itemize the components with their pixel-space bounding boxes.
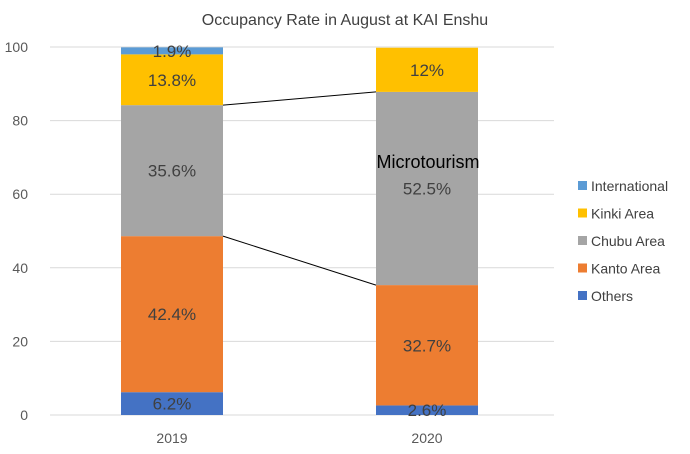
legend-label: Kinki Area [591,206,654,222]
y-tick-label: 40 [12,260,28,276]
data-label: 35.6% [148,162,196,181]
y-tick-label: 20 [12,333,28,349]
x-tick-label: 2019 [156,430,187,446]
data-labels: 6.2% 42.4% 35.6% 13.8% 1.9% 2.6% 32.7% 52.5% 12% [148,42,451,420]
legend-label: International [591,178,668,194]
data-label: 42.4% [148,305,196,324]
bar-segment-international [121,47,223,55]
legend-swatch [578,208,587,218]
legend-swatch [578,263,587,273]
bar-segment-chubu-area [121,105,223,237]
y-axis-ticks: 0 20 40 60 80 100 [5,39,29,423]
data-label: 52.5% [403,179,451,198]
bars [121,47,478,415]
annotation-microtourism: Microtourism [376,152,479,172]
y-tick-label: 100 [5,39,29,55]
legend-label: Kanto Area [591,261,660,277]
data-label: 6.2% [153,395,192,414]
legend-swatch [578,181,587,190]
bar-segment-kanto-area [121,236,223,393]
bar-segment-kanto-area [376,285,478,406]
data-label: 2.6% [408,401,447,420]
connector-line-top [222,91,377,106]
y-tick-label: 0 [20,407,28,423]
data-label: 32.7% [403,336,451,355]
bar-segment-chubu-area [376,91,478,286]
chart-title: Occupancy Rate in August at KAI Enshu [202,12,488,29]
data-label: 12% [410,61,444,80]
legend-swatch [578,291,587,300]
bar-segment-others [121,392,223,415]
bar-segment-kinki-area [376,47,478,92]
y-tick-label: 80 [12,113,28,129]
legend-label: Others [591,288,633,304]
data-label: 13.8% [148,71,196,90]
connector-lines [222,91,377,286]
connector-line-bottom [222,235,377,286]
x-tick-label: 2020 [411,430,442,446]
legend-label: Chubu Area [591,233,665,249]
bar-segment-kinki-area [121,54,223,106]
bar-segment-others [376,405,478,415]
y-tick-label: 60 [12,186,28,202]
legend-swatch [578,236,587,245]
legend: International Kinki Area Chubu Area Kanto A… [578,178,668,304]
data-label: 1.9% [153,42,192,61]
x-axis-ticks: 2019 2020 [156,430,442,446]
